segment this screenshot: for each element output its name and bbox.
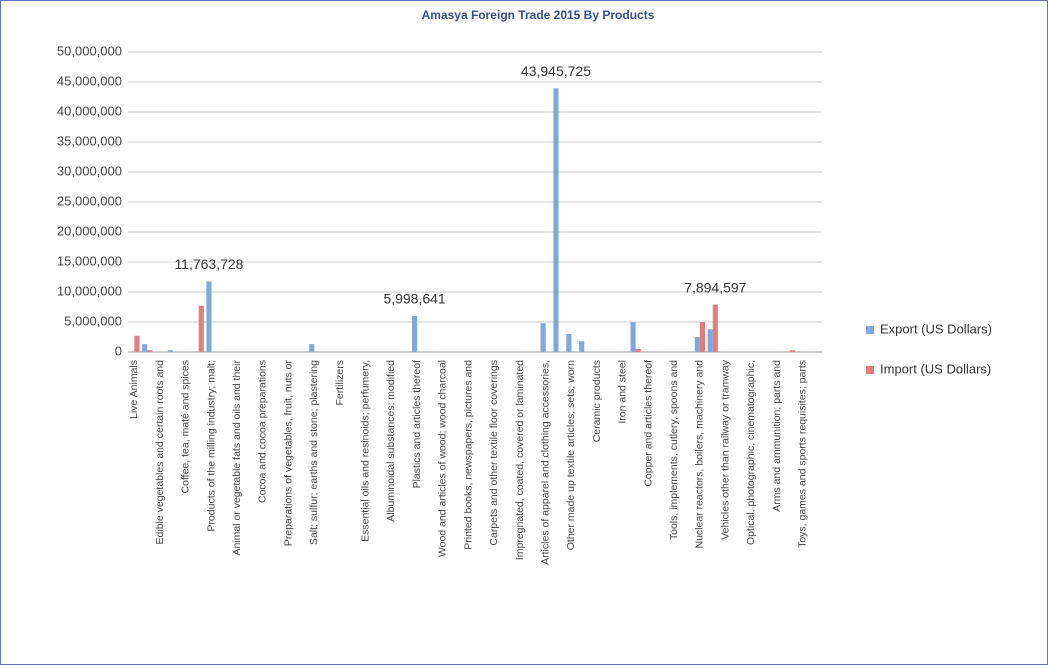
legend-swatch — [866, 366, 874, 374]
data-label: 11,763,728 — [174, 256, 243, 272]
x-tick-label: Tools, implements, cutlery, spoons and — [668, 360, 680, 540]
x-tick-label: Arms and ammunition; parts and — [771, 360, 783, 512]
data-label: 5,998,641 — [383, 291, 445, 307]
x-tick-label: Edible vegetables and certain roots and — [154, 360, 166, 545]
x-tick-label: Printed books, newspapers, pictures and — [462, 360, 474, 550]
bar — [309, 344, 315, 352]
x-tick-label: Iron and steel — [617, 360, 629, 424]
y-tick-label: 5,000,000 — [64, 313, 122, 328]
y-tick-label: 35,000,000 — [57, 133, 122, 148]
bar — [540, 323, 546, 352]
x-tick-label: Essential oils and resinoids; perfumery, — [360, 360, 372, 542]
x-tick-label: Nuclear reactors, boilers, machinery and — [694, 360, 706, 549]
x-tick-label: Cocoa and cocoa preparations — [257, 360, 269, 503]
y-tick-label: 30,000,000 — [57, 163, 122, 178]
bar — [635, 349, 641, 352]
bar — [630, 322, 636, 352]
legend-label: Import (US Dollars) — [880, 361, 991, 376]
bar — [566, 334, 572, 352]
bar — [198, 305, 204, 352]
x-tick-label: Preparations of vegetables, fruit, nuts … — [282, 359, 294, 546]
bar — [147, 350, 153, 352]
x-tick-label: Albuminoidal substances; modified — [385, 360, 397, 522]
bar — [712, 304, 718, 352]
y-tick-label: 15,000,000 — [57, 253, 122, 268]
x-tick-label: Articles of apparel and clothing accesso… — [539, 360, 551, 565]
bar — [579, 341, 585, 352]
x-tick-label: Vehicles other than railway or tramway — [719, 359, 731, 539]
data-label: 7,894,597 — [684, 279, 746, 295]
bar — [789, 350, 796, 352]
y-tick-label: 45,000,000 — [57, 73, 122, 88]
y-tick-label: 0 — [115, 343, 122, 358]
bar — [699, 322, 706, 352]
x-tick-label: Animal or vegetable fats and oils and th… — [231, 360, 243, 556]
legend-swatch — [866, 326, 874, 334]
x-tick-label: Coffee, tea, maté and spices — [180, 360, 192, 493]
x-tick-label: Salt; sulfur; earths and stone; plasteri… — [308, 360, 320, 545]
y-tick-label: 40,000,000 — [57, 103, 122, 118]
chart-title: Amasya Foreign Trade 2015 By Products — [422, 8, 655, 22]
x-tick-label: Impregnated, coated, covered or laminate… — [514, 360, 526, 560]
x-tick-label: Optical, photographic, cinematographic, — [745, 360, 757, 545]
x-tick-label: Other made up textile articles; sets; wo… — [565, 360, 577, 550]
bar — [167, 350, 173, 352]
bar — [553, 88, 559, 352]
bar — [142, 344, 148, 352]
data-label: 43,945,725 — [521, 63, 591, 79]
bar — [707, 329, 713, 352]
legend-label: Export (US Dollars) — [880, 321, 992, 336]
x-tick-label: Ceramic products — [591, 360, 603, 442]
x-tick-label: Toys, games and sports requisites; parts — [797, 360, 809, 548]
x-tick-label: Plastics and articles thereof — [411, 360, 423, 488]
x-tick-label: Carpets and other textile floor covering… — [488, 360, 500, 546]
bar — [412, 316, 418, 352]
y-tick-label: 10,000,000 — [57, 283, 122, 298]
bar — [694, 337, 700, 352]
x-tick-label: Wood and articles of wood; wood charcoal — [437, 360, 449, 557]
x-tick-label: Live Animals — [128, 360, 140, 419]
y-tick-label: 20,000,000 — [57, 223, 122, 238]
y-tick-label: 50,000,000 — [57, 43, 122, 58]
x-tick-label: Fertilizers — [334, 360, 346, 406]
bar — [134, 335, 140, 352]
y-tick-label: 25,000,000 — [57, 193, 122, 208]
x-tick-label: Copper and articles thereof — [642, 360, 654, 487]
bar — [206, 281, 212, 352]
x-tick-label: Products of the milling industry; malt; — [205, 360, 217, 532]
